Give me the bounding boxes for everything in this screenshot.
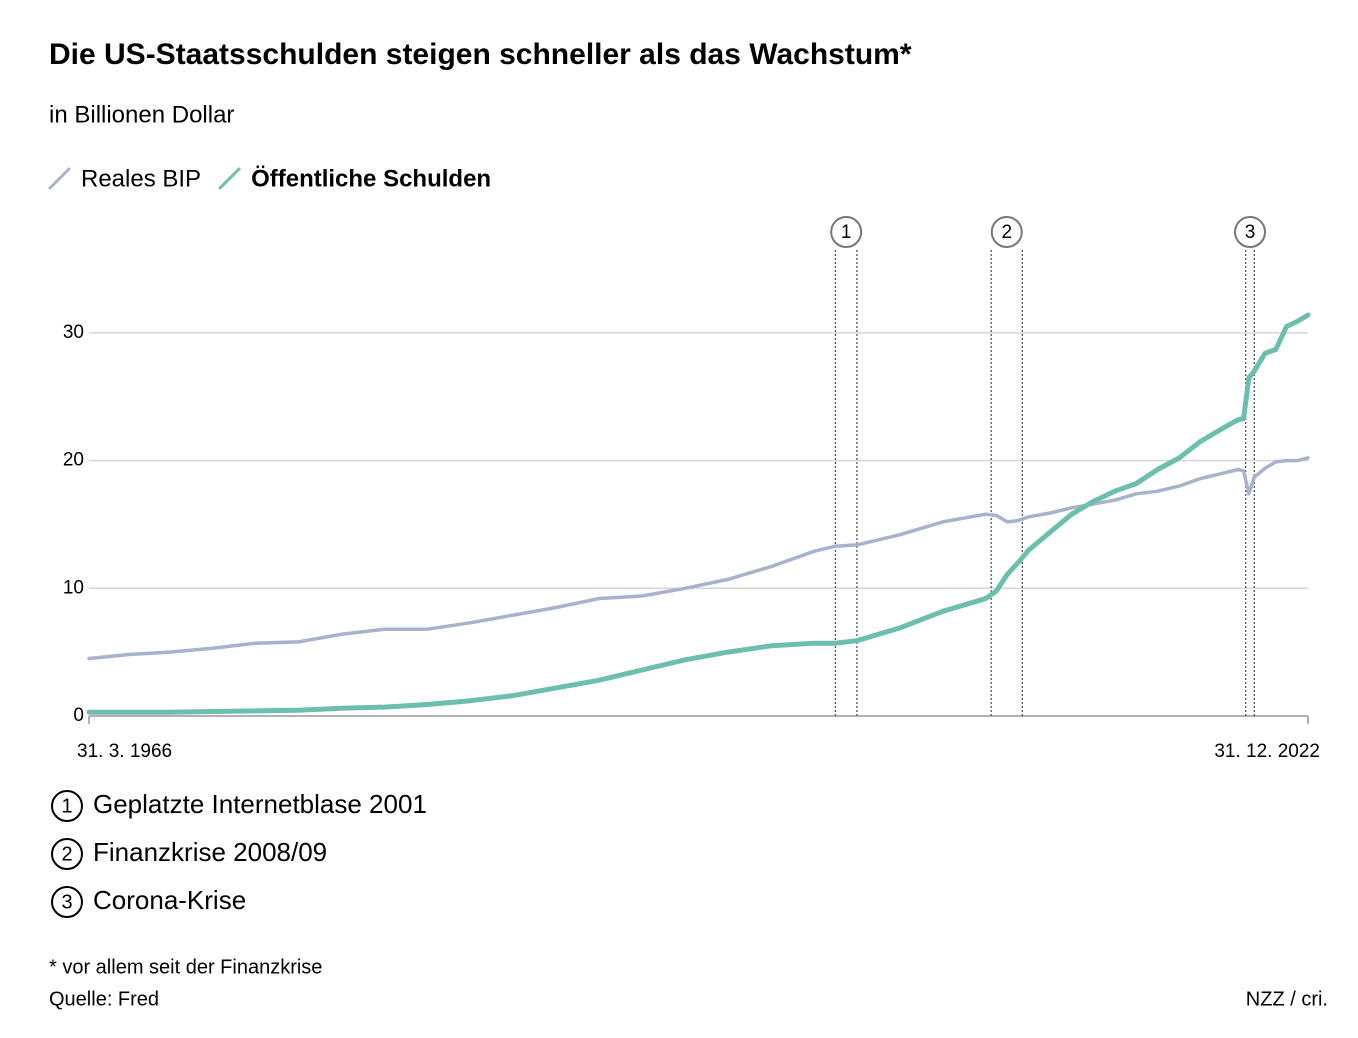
- legend-number: 2: [61, 843, 72, 865]
- y-tick-label: 10: [63, 577, 84, 598]
- y-tick-label: 20: [63, 450, 84, 471]
- legend-number: 3: [61, 891, 72, 913]
- annotation-text: Geplatzte Internetblase 2001: [93, 789, 427, 819]
- annotation-marker: [830, 216, 863, 248]
- footnote: * vor allem seit der Finanzkrise: [49, 956, 322, 978]
- y-tick-label: 30: [63, 322, 84, 343]
- x-tick-label: 31. 3. 1966: [77, 741, 172, 762]
- legend-marker: [51, 838, 83, 870]
- annotation-number: 2: [1001, 222, 1012, 243]
- annotation-text: Finanzkrise 2008/09: [93, 837, 327, 867]
- annotation-number: 1: [841, 222, 852, 243]
- y-tick-label: 0: [73, 705, 84, 726]
- annotation-text: Corona-Krise: [93, 885, 246, 915]
- legend-marker: [51, 790, 83, 822]
- x-tick-label: 31. 12. 2022: [1214, 741, 1320, 762]
- chart-title: Die US-Staatsschulden steigen schneller …: [49, 38, 912, 71]
- series-line: [86, 312, 1311, 715]
- source: Quelle: Fred: [49, 988, 159, 1010]
- credit: NZZ / cri.: [1246, 988, 1328, 1010]
- chart-subtitle: in Billionen Dollar: [49, 101, 234, 128]
- legend-swatch: [48, 167, 71, 190]
- legend-label: Öffentliche Schulden: [251, 165, 491, 192]
- legend-label: Reales BIP: [81, 165, 201, 192]
- annotation-number: 3: [1245, 222, 1256, 243]
- legend-swatch: [218, 167, 241, 190]
- annotation-marker: [1234, 216, 1267, 248]
- legend-number: 1: [61, 795, 72, 817]
- legend-marker: [51, 886, 83, 918]
- series-line: [87, 456, 1310, 661]
- annotation-marker: [990, 216, 1023, 248]
